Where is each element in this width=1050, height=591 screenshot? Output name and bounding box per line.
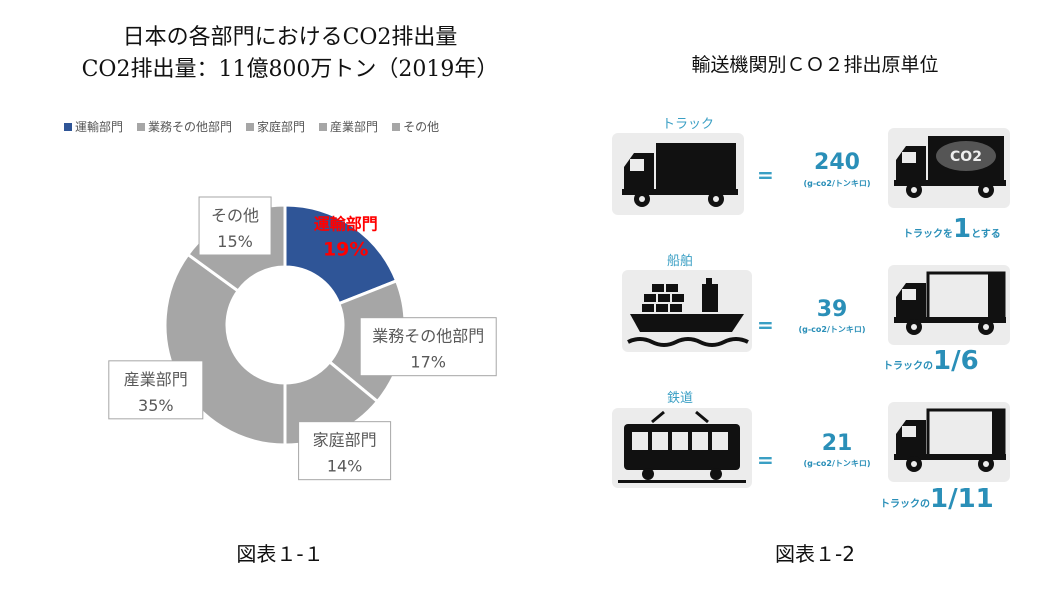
train-card [612, 408, 752, 488]
legend-label: 業務その他部門 [148, 120, 233, 134]
legend-swatch [64, 122, 72, 131]
legend-label: その他 [403, 120, 440, 134]
slice-category-label: その他 [211, 206, 259, 225]
legend-label: 家庭部門 [257, 120, 306, 134]
legend-item: 業務その他部門 [137, 118, 232, 135]
legend-label: 産業部門 [330, 120, 379, 134]
train-icon [618, 410, 746, 483]
legend-item: 家庭部門 [246, 118, 305, 135]
ratio-truck: トラックを1とする [903, 214, 1001, 244]
unit-ship: (g-co2/トンキロ) [798, 325, 866, 334]
legend-swatch [392, 122, 401, 131]
co2-label: CO2 [950, 149, 982, 165]
mode-name-ship: 船舶 [667, 254, 694, 269]
truck-card [612, 133, 744, 215]
figure-caption-2: 図表１-2 [775, 542, 855, 566]
slice-value-label: 14% [327, 457, 363, 476]
legend-label: 運輸部門 [75, 120, 124, 134]
slice-category-label: 運輸部門 [314, 215, 378, 234]
slice-value-label: 35% [138, 396, 174, 415]
equals-sign: = [757, 313, 774, 337]
mode-name-truck: トラック [662, 117, 715, 132]
legend-swatch [246, 122, 255, 131]
truck-reference-card [888, 402, 1010, 482]
slice-category-label: 家庭部門 [313, 431, 377, 450]
unit-truck: (g-co2/トンキロ) [803, 179, 871, 188]
slice-label-box [359, 317, 497, 377]
slice-label-box [108, 360, 204, 420]
slice-label: 運輸部門 19% [314, 215, 378, 261]
legend-item: その他 [392, 118, 439, 135]
legend-swatch [137, 122, 146, 131]
truck-icon [894, 408, 1006, 472]
value-train: 21 [821, 431, 853, 456]
slice-label: その他 15% [198, 196, 272, 256]
slice-label: 業務その他部門 17% [359, 317, 497, 377]
slice-label-box [298, 421, 392, 481]
chart-title: 日本の各部門におけるCO2排出量 CO2排出量：11億800万トン（2019年） [40, 22, 540, 86]
equals-sign: = [757, 448, 774, 472]
truck-co2-icon: CO2 [894, 136, 1006, 198]
mode-name-train: 鉄道 [667, 391, 694, 406]
truck-reference-card [888, 265, 1010, 345]
chart-title-line1: 日本の各部門におけるCO2排出量 [122, 25, 458, 50]
slice-category-label: 業務その他部門 [372, 327, 484, 346]
ratio-ship: トラックの1/6 [883, 346, 979, 376]
legend-item: 運輸部門 [64, 118, 123, 135]
unit-train: (g-co2/トンキロ) [803, 459, 871, 468]
slice-label: 家庭部門 14% [298, 421, 392, 481]
slice-value-label: 17% [410, 353, 446, 372]
figure-caption-1: 図表１-１ [236, 542, 324, 566]
ratio-train: トラックの1/11 [880, 484, 994, 514]
ship-card [622, 270, 752, 352]
slice-label: 産業部門 35% [108, 360, 204, 420]
legend-item: 産業部門 [319, 118, 378, 135]
slice-value-label: 15% [217, 232, 253, 251]
slice-label-box [198, 196, 272, 256]
truck-co2-card: CO2 [888, 128, 1010, 208]
value-truck: 240 [814, 150, 860, 175]
chart-title-line2: CO2排出量：11億800万トン（2019年） [81, 57, 499, 82]
truck-icon [622, 143, 738, 207]
infographic-title: 輸送機関別ＣＯ２排出原単位 [691, 54, 939, 76]
donut-chart: 運輸部門 19% 業務その他部門 17% 家庭部門 14% 産業部門 35% その他 15% [108, 196, 497, 481]
legend-swatch [319, 122, 328, 131]
value-ship: 39 [816, 297, 848, 322]
chart-legend: 運輸部門 業務その他部門 家庭部門 産業部門 その他 [64, 118, 544, 135]
donut-slice [283, 203, 399, 306]
equals-sign: = [757, 163, 774, 187]
slice-category-label: 産業部門 [124, 370, 188, 389]
ship-icon [627, 278, 749, 347]
slice-value-label: 19% [323, 239, 368, 261]
truck-icon [894, 271, 1006, 335]
